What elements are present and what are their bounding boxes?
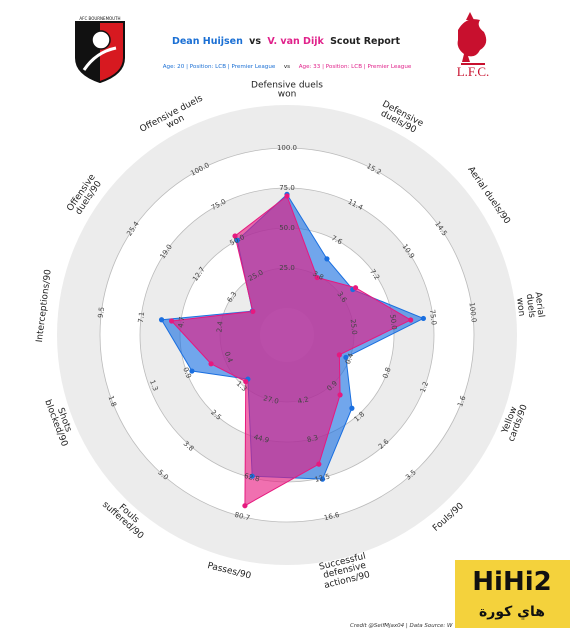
series-point <box>336 352 342 358</box>
away-badge-text: L.F.C. <box>457 64 490 79</box>
title-player1: Dean Huijsen <box>172 36 243 47</box>
subtitle-player1: Age: 20 | Position: LCB | Premier League <box>163 64 276 70</box>
tick-label: 0.4 <box>223 351 235 365</box>
series-point <box>343 354 349 360</box>
series-point <box>284 193 290 199</box>
series-point <box>352 285 359 291</box>
home-badge-text: AFC BOURNEMOUTH <box>79 16 120 21</box>
series-point <box>408 317 414 323</box>
series-point <box>250 308 256 315</box>
tick-label: 27.0 <box>262 394 279 405</box>
credit: Credit @SeifMjax04 | Data Source: W <box>350 623 453 629</box>
tick-label: 2.4 <box>215 320 224 333</box>
watermark: HiHi2 هاي كورة <box>455 560 570 628</box>
series-point <box>232 233 238 239</box>
tick-label: 12.5 <box>314 472 331 483</box>
series-point <box>249 473 255 479</box>
tick-label: 4.2 <box>297 395 310 405</box>
category-label: Defensive duels won <box>251 80 323 100</box>
series-point <box>234 237 240 243</box>
tick-label: 100.0 <box>277 144 297 152</box>
tick-label: 44.9 <box>253 433 270 444</box>
series-point <box>314 274 320 281</box>
series-point <box>349 405 355 411</box>
tick-label: 50.0 <box>279 224 295 232</box>
tick-label: 25.0 <box>279 264 295 272</box>
series-point <box>324 256 330 262</box>
tick-label: 80.7 <box>234 511 251 522</box>
tick-label: 7.1 <box>137 311 146 323</box>
tick-label: 62.8 <box>243 472 260 483</box>
subtitle-vs: vs <box>284 64 290 70</box>
series-point <box>168 318 175 324</box>
away-badge <box>457 12 487 65</box>
series-point <box>243 378 249 385</box>
watermark-logo: HiHi2 <box>472 567 551 597</box>
series-point <box>208 361 214 367</box>
series-area <box>170 195 412 507</box>
tick-label: 9.5 <box>97 306 106 318</box>
tick-label: 1.6 <box>456 394 468 408</box>
tick-label: 25.0 <box>349 319 359 335</box>
tick-label: 0.4 <box>344 352 356 366</box>
tick-label: 75.0 <box>279 184 295 192</box>
series-point <box>316 461 322 467</box>
tick-label: 8.3 <box>306 434 319 444</box>
tick-label: 0.8 <box>381 366 392 379</box>
tick-label: 1.8 <box>106 395 117 408</box>
radar: 25.050.075.0100.03.87.611.415.23.67.210.… <box>57 105 517 565</box>
title-player2: V. van Dijk <box>267 36 324 47</box>
title-vs: vs <box>249 36 261 47</box>
tick-label: 16.6 <box>323 511 341 523</box>
tick-label: 100.0 <box>467 302 477 323</box>
tick-label: 75.0 <box>428 309 438 325</box>
series-point <box>337 392 343 398</box>
tick-label: 4.7 <box>177 316 186 328</box>
series-point <box>242 503 248 509</box>
grid-ring <box>99 147 475 523</box>
tick-label: 1.2 <box>419 381 430 394</box>
title-suffix: Scout Report <box>330 36 400 47</box>
watermark-text: هاي كورة <box>479 604 545 621</box>
home-badge <box>75 21 125 84</box>
series-point <box>189 368 195 374</box>
tick-label: 0.9 <box>181 366 192 379</box>
series-point <box>158 317 165 323</box>
subtitle-player2: Age: 33 | Position: LCB | Premier League <box>299 64 412 70</box>
title: Dean Huijsen vs V. van Dijk Scout Report <box>172 36 401 47</box>
series-point <box>319 476 326 482</box>
series-point <box>420 315 426 322</box>
tick-label: 1.3 <box>148 379 159 392</box>
tick-label: 50.0 <box>388 314 398 330</box>
